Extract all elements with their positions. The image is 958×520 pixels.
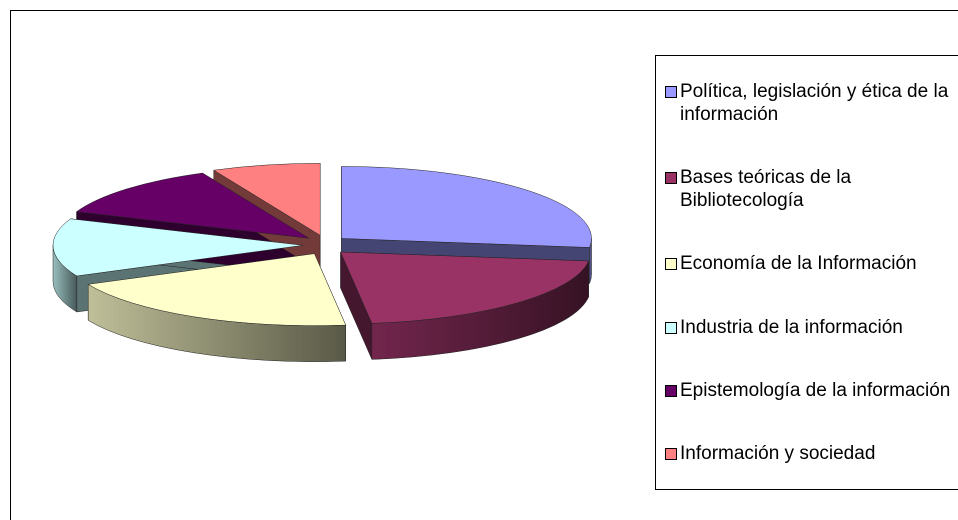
pie-slice (75, 172, 310, 239)
legend-swatch (665, 384, 677, 397)
legend-label: Política, legislación y ética de la info… (680, 81, 949, 126)
legend-swatch (665, 86, 677, 99)
legend-label: Industria de la información (680, 316, 903, 338)
legend-label: Información y sociedad (680, 442, 876, 464)
legend-item: Política, legislación y ética de la info… (665, 80, 958, 126)
legend-label: Epistemología de la información (680, 379, 951, 401)
legend-item: Industria de la información (665, 316, 958, 339)
legend-swatch (665, 172, 677, 185)
pie-slice (340, 251, 589, 324)
legend-swatch (665, 321, 677, 334)
chart-frame (10, 10, 958, 520)
pie-slice (87, 253, 347, 326)
pie-plot (52, 163, 592, 362)
legend-item: Epistemología de la información (665, 379, 958, 402)
legend-swatch (665, 258, 677, 271)
pie-slice (52, 218, 304, 277)
legend-swatch (665, 447, 677, 460)
pie-slice (341, 166, 592, 248)
legend-item: Información y sociedad (665, 442, 958, 465)
legend-label: Economía de la Información (680, 253, 917, 275)
legend-item: Economía de la Información (665, 252, 958, 275)
pie-slice (213, 163, 321, 236)
legend: Política, legislación y ética de la info… (655, 55, 958, 490)
legend-label: Bases teóricas de la Bibliotecología (680, 167, 852, 212)
legend-item: Bases teóricas de la Bibliotecología (665, 166, 958, 212)
